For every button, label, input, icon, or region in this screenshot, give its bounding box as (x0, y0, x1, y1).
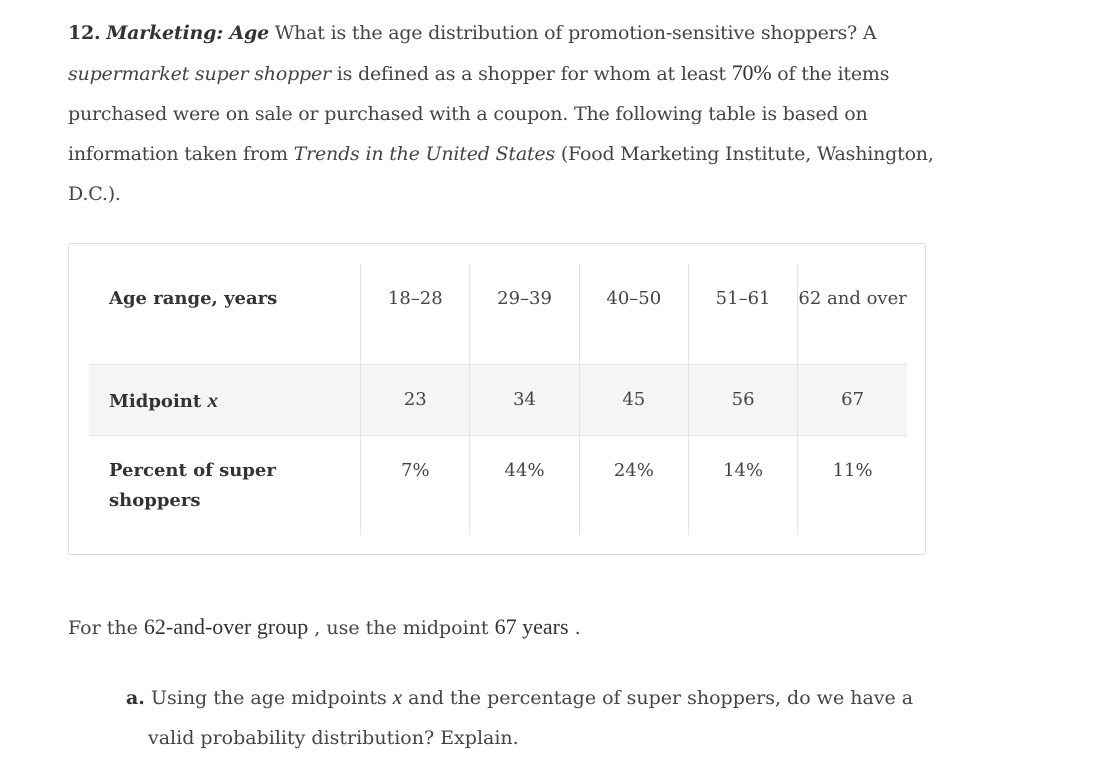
table-row-midpoint: Midpoint x 23 34 45 56 67 (89, 363, 907, 436)
table-cell: 24% (578, 435, 689, 535)
table-cell: 40–50 (578, 264, 689, 364)
threshold-percent: 70% (731, 60, 772, 85)
table-cell: 67 (797, 363, 907, 436)
table-cell: 23 (360, 363, 470, 436)
problem-number: 12. (68, 22, 101, 44)
row-header-percent: Percent of super shoppers (109, 459, 276, 511)
data-table-container: Age range, years 18–28 29–39 40–50 51–61… (68, 243, 926, 555)
table-cell: 18–28 (360, 264, 470, 364)
question-letter: a. (126, 687, 145, 709)
table-cell: 56 (687, 363, 798, 436)
table-cell: 45 (578, 363, 689, 436)
problem-topic: Marketing: Age (106, 22, 269, 44)
question-text-2: and the percentage of super shoppers, do… (402, 687, 914, 709)
question-text-1: Using the age midpoints (144, 687, 393, 709)
question-symbol: x (392, 685, 403, 709)
table-cell: 14% (687, 435, 798, 535)
table-cell: 34 (469, 363, 580, 436)
question-text-3: valid probability distribution? Explain. (148, 727, 519, 749)
table-cell: 51–61 (687, 264, 798, 364)
table-cell: 29–39 (469, 264, 580, 364)
question-a: a. Using the age midpoints x and the per… (126, 677, 926, 758)
row-header-midpoint: Midpoint x (89, 363, 361, 436)
note-middle: , use the midpoint (308, 617, 495, 639)
note-suffix: . (568, 617, 581, 639)
problem-statement: 12. Marketing: Age What is the age distr… (68, 13, 948, 214)
problem-text-2: is defined as a shopper for whom at leas… (330, 63, 732, 85)
table-cell: 44% (469, 435, 580, 535)
note-prefix: For the (68, 617, 144, 639)
source-title: Trends in the United States (293, 143, 556, 165)
defined-term: supermarket super shopper (68, 63, 331, 85)
midpoint-symbol: x (207, 387, 218, 412)
row-header-age-range: Age range, years (109, 288, 278, 309)
table-row-age-range: Age range, years 18–28 29–39 40–50 51–61… (89, 264, 907, 364)
problem-text-3: of the items purchased were on sale or p… (68, 63, 890, 165)
table-row-percent: Percent of super shoppers 7% 44% 24% 14%… (89, 435, 907, 535)
table-cell: 7% (360, 435, 470, 535)
note-value: 67 years (494, 614, 569, 639)
problem-text-4: (Food Marketing Institute, Washington, D… (68, 143, 934, 205)
age-distribution-table: Age range, years 18–28 29–39 40–50 51–61… (89, 264, 907, 535)
problem-text-1: What is the age distribution of promotio… (268, 22, 877, 44)
midpoint-note: For the 62-and-over group , use the midp… (68, 607, 581, 648)
midpoint-label: Midpoint (109, 390, 202, 412)
table-cell: 62 and over (797, 264, 907, 364)
table-cell: 11% (797, 435, 907, 535)
note-group: 62-and-over group (143, 614, 309, 639)
